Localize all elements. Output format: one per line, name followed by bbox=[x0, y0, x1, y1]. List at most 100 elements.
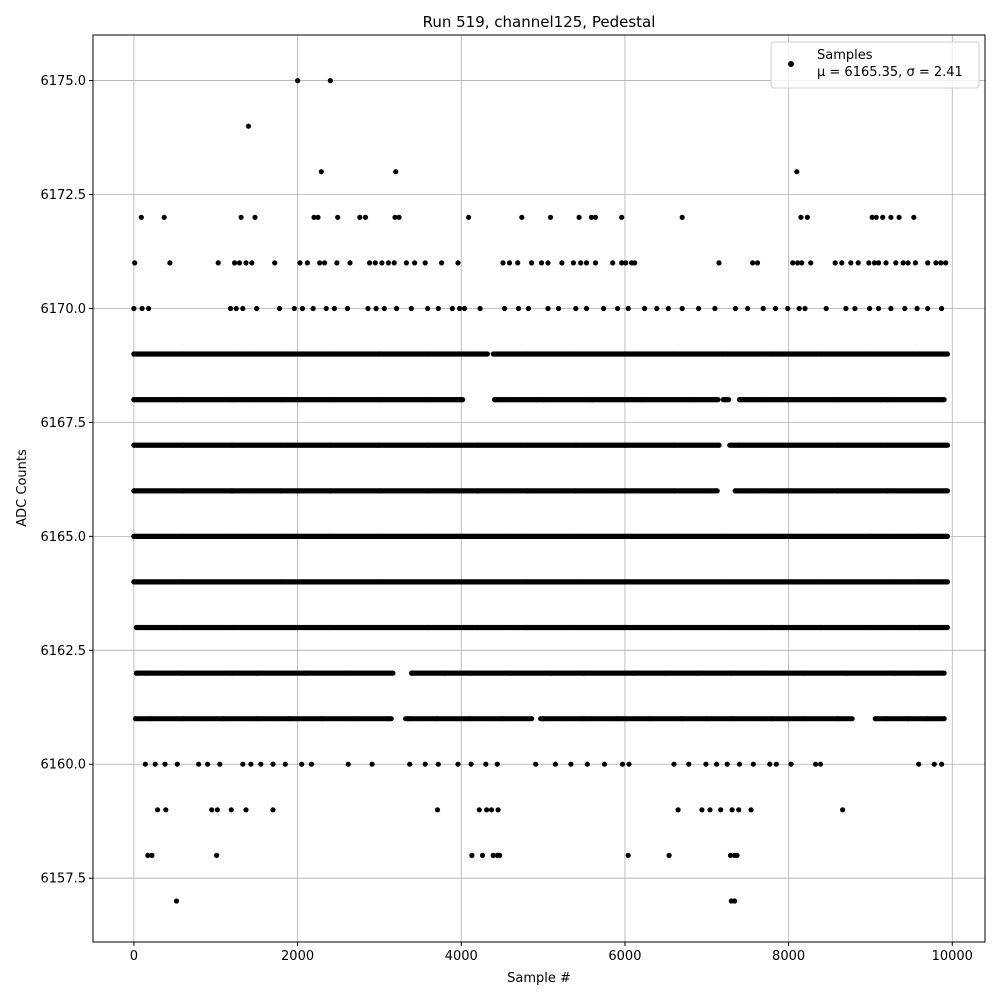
data-point bbox=[729, 807, 735, 813]
data-point bbox=[556, 305, 562, 312]
data-points bbox=[131, 78, 951, 904]
data-point bbox=[484, 351, 490, 357]
data-point bbox=[245, 123, 252, 129]
data-point bbox=[773, 761, 779, 767]
data-point bbox=[760, 305, 766, 312]
data-point bbox=[867, 305, 873, 312]
data-point bbox=[347, 260, 353, 266]
data-point bbox=[883, 260, 889, 266]
data-point bbox=[625, 305, 631, 312]
data-point bbox=[439, 260, 445, 266]
data-point bbox=[714, 761, 720, 767]
data-point bbox=[545, 260, 551, 266]
data-point bbox=[155, 807, 161, 813]
data-point bbox=[671, 761, 677, 767]
data-point bbox=[131, 305, 137, 312]
data-point bbox=[592, 214, 599, 220]
data-point bbox=[422, 260, 428, 266]
data-point bbox=[392, 214, 398, 220]
data-point bbox=[344, 305, 351, 312]
data-point bbox=[679, 214, 685, 220]
data-point bbox=[407, 761, 413, 767]
data-point bbox=[686, 761, 692, 767]
data-point bbox=[940, 397, 947, 403]
data-point bbox=[362, 214, 369, 220]
data-point bbox=[840, 807, 846, 813]
data-point bbox=[813, 761, 819, 767]
data-point bbox=[139, 305, 145, 312]
data-point bbox=[243, 807, 249, 813]
data-point bbox=[642, 305, 648, 312]
data-point bbox=[162, 761, 168, 767]
data-point bbox=[802, 305, 808, 312]
data-point bbox=[832, 260, 838, 266]
data-point bbox=[750, 761, 757, 767]
data-point bbox=[295, 78, 301, 84]
data-point bbox=[310, 305, 316, 312]
data-point bbox=[654, 305, 660, 312]
data-point bbox=[823, 305, 829, 312]
data-point bbox=[788, 761, 794, 767]
data-point bbox=[367, 260, 373, 266]
data-point bbox=[214, 852, 220, 859]
data-point bbox=[592, 260, 599, 266]
data-point bbox=[138, 214, 144, 220]
data-point bbox=[233, 305, 239, 312]
data-point bbox=[227, 305, 234, 312]
data-point bbox=[490, 852, 496, 859]
data-point bbox=[291, 305, 297, 312]
data-point bbox=[515, 260, 521, 266]
data-point bbox=[584, 761, 590, 767]
data-point bbox=[888, 305, 894, 312]
data-point bbox=[308, 761, 315, 767]
data-point bbox=[675, 807, 681, 813]
data-point bbox=[519, 214, 525, 220]
data-point bbox=[914, 305, 920, 312]
data-point bbox=[679, 305, 685, 312]
data-point bbox=[568, 761, 574, 767]
data-point bbox=[696, 305, 702, 312]
data-point bbox=[925, 305, 931, 312]
data-point bbox=[939, 305, 945, 312]
data-point bbox=[455, 761, 461, 767]
data-point bbox=[785, 305, 791, 312]
data-point bbox=[876, 305, 882, 312]
data-point bbox=[772, 305, 779, 312]
data-point bbox=[435, 761, 441, 767]
data-point bbox=[931, 761, 937, 767]
data-point bbox=[732, 305, 739, 312]
data-point bbox=[625, 852, 631, 859]
data-point bbox=[570, 260, 577, 266]
data-point bbox=[205, 761, 211, 767]
data-point bbox=[736, 761, 743, 767]
data-point bbox=[727, 852, 734, 859]
data-point bbox=[855, 260, 861, 266]
data-point bbox=[461, 305, 468, 312]
data-point bbox=[214, 807, 220, 813]
data-point bbox=[495, 807, 501, 813]
data-point bbox=[538, 260, 545, 266]
data-point bbox=[876, 260, 882, 266]
data-point bbox=[209, 807, 215, 813]
data-point bbox=[736, 807, 742, 813]
data-point bbox=[905, 260, 911, 266]
data-point bbox=[484, 807, 490, 813]
data-point bbox=[732, 898, 738, 904]
data-point bbox=[391, 260, 397, 266]
data-point bbox=[323, 305, 329, 312]
data-point bbox=[626, 761, 632, 767]
data-point bbox=[483, 761, 489, 767]
data-point bbox=[132, 260, 138, 266]
data-point bbox=[455, 260, 461, 266]
data-point bbox=[238, 214, 244, 220]
data-point bbox=[240, 305, 246, 312]
data-point bbox=[449, 305, 455, 312]
data-point bbox=[460, 397, 466, 403]
data-point bbox=[173, 898, 180, 904]
data-point bbox=[716, 260, 722, 266]
data-point bbox=[149, 852, 155, 859]
data-point bbox=[381, 305, 387, 312]
data-point bbox=[632, 260, 638, 266]
data-point bbox=[748, 807, 754, 813]
data-point bbox=[500, 260, 506, 266]
